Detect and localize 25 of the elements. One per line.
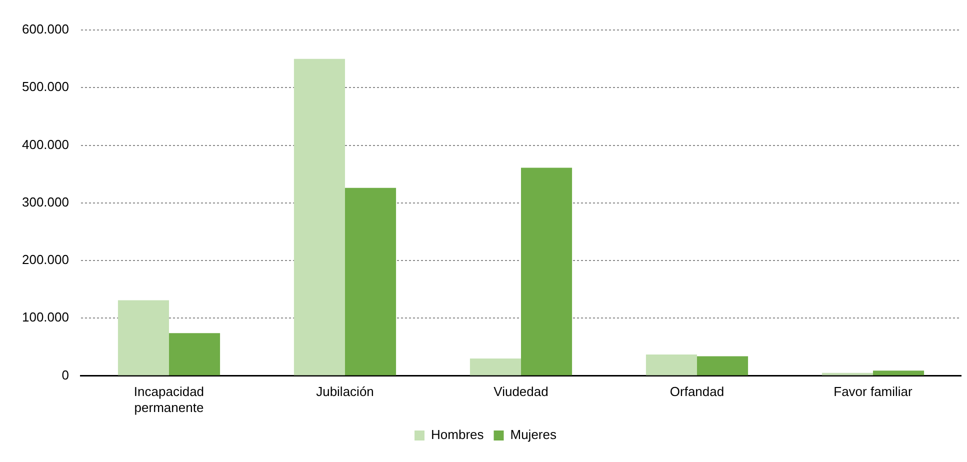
x-tick-label: Orfandad [670, 384, 724, 400]
bar [873, 370, 924, 376]
bar [822, 372, 873, 376]
category-label: Incapacidad [134, 384, 204, 400]
x-tick-label: Jubilación [316, 384, 374, 400]
y-tick-label: 100.000 [22, 310, 69, 325]
bar [344, 188, 396, 376]
y-tick-label: 300.000 [22, 194, 69, 210]
bar [646, 354, 697, 376]
y-tick-label: 0 [62, 367, 69, 382]
y-tick-label: 500.000 [22, 79, 69, 94]
x-tick-label: Favor familiar [834, 384, 914, 400]
x-tick-label: Viudedad [494, 384, 548, 400]
bar [697, 356, 748, 376]
category-label: permanente [134, 400, 204, 415]
y-tick-label: 400.000 [22, 136, 69, 152]
y-tick-label: 600.000 [22, 22, 69, 37]
bar [118, 300, 169, 376]
bar [520, 168, 572, 376]
legend-label: Mujeres [510, 427, 557, 442]
bar [294, 58, 345, 376]
bar [470, 358, 521, 376]
bar [168, 333, 220, 376]
legend-label: Hombres [431, 427, 484, 442]
y-tick-label: 200.000 [22, 252, 69, 268]
